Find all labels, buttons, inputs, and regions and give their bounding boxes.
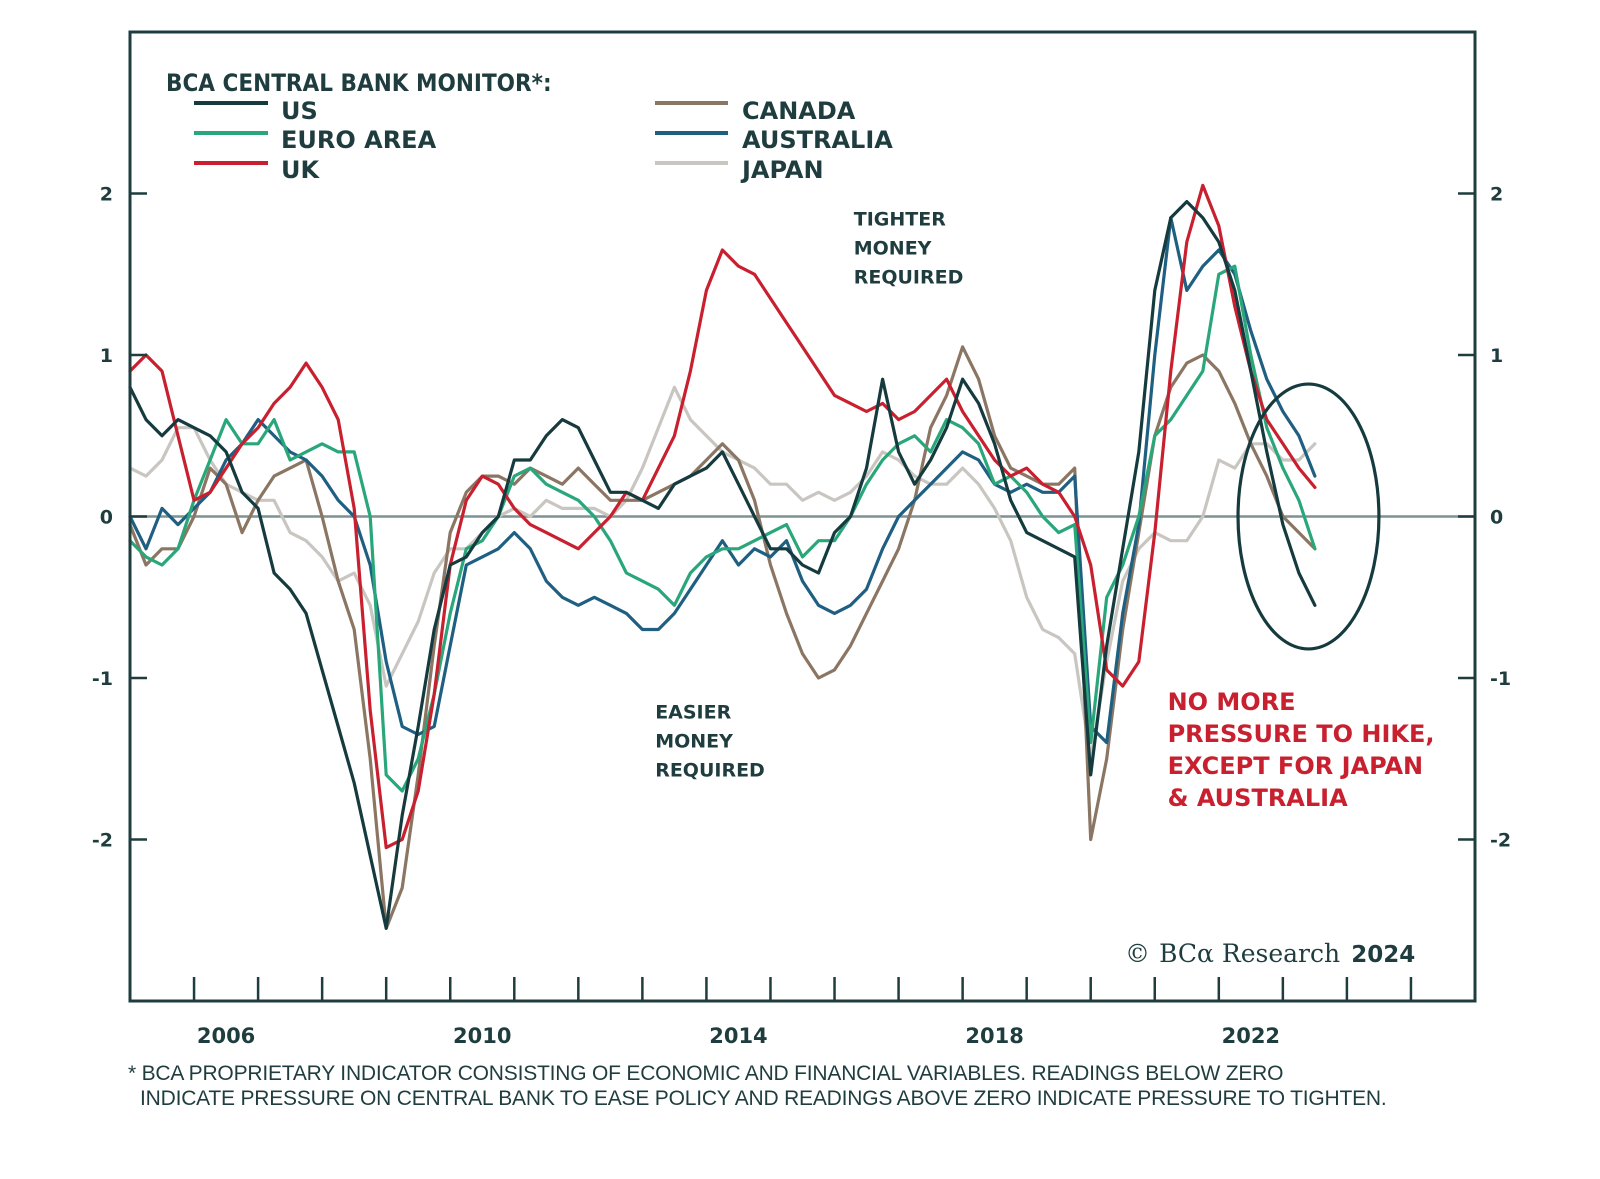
x-tick-label: 2006 <box>197 1024 255 1048</box>
legend-label-australia: AUSTRALIA <box>742 126 893 154</box>
legend-label-japan: JAPAN <box>740 156 824 184</box>
y-tick-label-right: -1 <box>1490 668 1511 690</box>
copyright-brand: BCα Research <box>1159 939 1340 968</box>
annotation-no-more-pressure-line: EXCEPT FOR JAPAN <box>1168 752 1424 780</box>
legend-label-us: US <box>281 97 318 125</box>
annotation-easier-line: REQUIRED <box>655 759 765 781</box>
legend-title: BCA CENTRAL BANK MONITOR*: <box>166 69 552 97</box>
annotation-tighter-line: REQUIRED <box>854 267 964 289</box>
highlight-ellipse-group <box>1236 382 1381 651</box>
legend-label-uk: UK <box>281 156 320 184</box>
x-tick-label: 2022 <box>1222 1024 1280 1048</box>
copyright-year: 2024 <box>1351 942 1415 968</box>
annotation-tighter-line: MONEY <box>854 238 932 260</box>
y-tick-label-right: 0 <box>1490 507 1503 529</box>
legend: BCA CENTRAL BANK MONITOR*: US EURO AREA … <box>166 69 893 184</box>
y-tick-label-right: 1 <box>1490 345 1503 367</box>
series-line-us <box>128 200 1317 930</box>
axis-labels: 2 2 1 1 0 0 -1 -1 -2 -2 2006 2010 2014 2018 2022 <box>92 184 1511 1049</box>
y-tick-label-left: 1 <box>100 345 113 367</box>
series-group <box>128 183 1317 930</box>
copyright-symbol: © <box>1125 939 1150 968</box>
series-line-uk <box>128 183 1317 850</box>
copyright: © BCα Research 2024 <box>1125 939 1415 968</box>
annotation-no-more-pressure-line: NO MORE <box>1168 688 1296 716</box>
x-tick-label: 2010 <box>453 1024 511 1048</box>
x-tick-label: 2014 <box>709 1024 767 1048</box>
series-line-canada <box>128 345 1317 930</box>
highlight-ellipse <box>1236 382 1381 651</box>
annotation-easier-line: EASIER <box>655 701 731 723</box>
footnote-line-2: INDICATE PRESSURE ON CENTRAL BANK TO EAS… <box>140 1087 1387 1110</box>
y-tick-label-left: -1 <box>92 668 113 690</box>
copyright-text: © BCα Research 2024 <box>1125 939 1415 968</box>
annotation-no-more-pressure-line: & AUSTRALIA <box>1168 784 1349 812</box>
annotations: TIGHTER MONEY REQUIRED EASIER MONEY REQUIRED N… <box>655 209 1435 812</box>
y-tick-label-left: 2 <box>100 184 113 206</box>
y-tick-label-right: -2 <box>1490 830 1511 852</box>
legend-label-canada: CANADA <box>742 97 856 125</box>
annotation-tighter-line: TIGHTER <box>854 209 946 231</box>
series-line-australia <box>128 216 1317 745</box>
y-tick-label-left: -2 <box>92 830 113 852</box>
y-tick-label-left: 0 <box>100 507 113 529</box>
y-tick-label-right: 2 <box>1490 184 1503 206</box>
axis-ticks <box>130 192 1475 1001</box>
x-tick-label: 2018 <box>965 1024 1023 1048</box>
legend-label-euro-area: EURO AREA <box>281 126 437 154</box>
footnote-line-1: * BCA PROPRIETARY INDICATOR CONSISTING O… <box>128 1062 1284 1085</box>
annotation-no-more-pressure-line: PRESSURE TO HIKE, <box>1168 720 1435 748</box>
annotation-easier-line: MONEY <box>655 730 733 752</box>
